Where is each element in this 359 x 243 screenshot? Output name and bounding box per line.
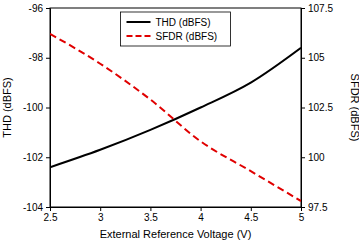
tick-mark xyxy=(46,108,50,109)
plot: 2.5 3 3.5 4 4.5 5 -104 -102 -100 -98 -96 97.5 100 102… xyxy=(23,3,333,223)
tick-label: 3.5 xyxy=(144,212,158,223)
tick-label: 105 xyxy=(308,52,325,63)
tick: 3.5 xyxy=(144,207,158,223)
tick-mark xyxy=(201,207,202,211)
y-axis-title: THD (dBFS) xyxy=(1,77,13,138)
legend-label: THD (dBFS) xyxy=(156,17,211,28)
tick: -98 xyxy=(29,52,50,63)
tick-label: 3 xyxy=(98,212,104,223)
series-line xyxy=(50,48,301,167)
y-axis: -104 -102 -100 -98 -96 xyxy=(23,3,51,213)
tick-mark xyxy=(301,207,305,208)
plot-frame xyxy=(50,8,301,207)
tick-label: 102.5 xyxy=(308,102,333,113)
tick: 5 xyxy=(299,207,305,223)
tick-mark xyxy=(46,58,50,59)
tick-label: -104 xyxy=(23,202,43,213)
tick: 102.5 xyxy=(301,102,333,113)
tick-mark xyxy=(301,108,305,109)
tick-mark xyxy=(301,58,305,59)
tick-label: -98 xyxy=(29,52,44,63)
tick: 107.5 xyxy=(301,3,333,14)
legend-swatch xyxy=(127,35,151,37)
x-axis-title: External Reference Voltage (V) xyxy=(100,228,252,240)
tick-mark xyxy=(251,207,252,211)
tick-mark xyxy=(46,157,50,158)
tick-label: 4 xyxy=(198,212,204,223)
tick: -102 xyxy=(23,152,50,163)
tick: -104 xyxy=(23,202,50,213)
tick: 2.5 xyxy=(44,207,58,223)
tick-label: -96 xyxy=(29,3,44,14)
tick-mark xyxy=(301,157,305,158)
legend-swatch xyxy=(127,21,151,23)
x-axis: 2.5 3 3.5 4 4.5 5 xyxy=(44,207,305,223)
tick-label: 97.5 xyxy=(308,202,328,213)
tick-mark xyxy=(100,207,101,211)
tick-label: -102 xyxy=(23,152,43,163)
legend: THD (dBFS) SFDR (dBFS) xyxy=(121,12,231,46)
tick-label: 2.5 xyxy=(44,212,58,223)
tick: 97.5 xyxy=(301,202,328,213)
tick: 105 xyxy=(301,52,325,63)
tick-mark xyxy=(301,8,305,9)
tick: 4.5 xyxy=(244,207,258,223)
legend-label: SFDR (dBFS) xyxy=(156,31,218,42)
tick-label: 5 xyxy=(299,212,305,223)
tick: 100 xyxy=(301,152,325,163)
tick-mark xyxy=(46,8,50,9)
tick: -100 xyxy=(23,102,50,113)
axis-line xyxy=(51,208,302,212)
y2-axis-title: SFDR (dBFS) xyxy=(349,74,359,142)
tick-label: 107.5 xyxy=(308,3,333,14)
series-line xyxy=(50,34,301,201)
chart: 2.5 3 3.5 4 4.5 5 -104 -102 -100 -98 -96 97.5 100 102… xyxy=(0,0,359,243)
tick: -96 xyxy=(29,3,50,14)
y2-axis: 97.5 100 102.5 105 107.5 xyxy=(301,3,333,213)
tick: 4 xyxy=(198,207,204,223)
legend-box xyxy=(121,12,231,46)
tick-mark xyxy=(46,207,50,208)
tick-label: -100 xyxy=(23,102,43,113)
tick-label: 100 xyxy=(308,152,325,163)
axis-line xyxy=(302,9,306,208)
tick-mark xyxy=(150,207,151,211)
tick: 3 xyxy=(98,207,104,223)
tick-label: 4.5 xyxy=(244,212,258,223)
series-group xyxy=(50,34,301,201)
